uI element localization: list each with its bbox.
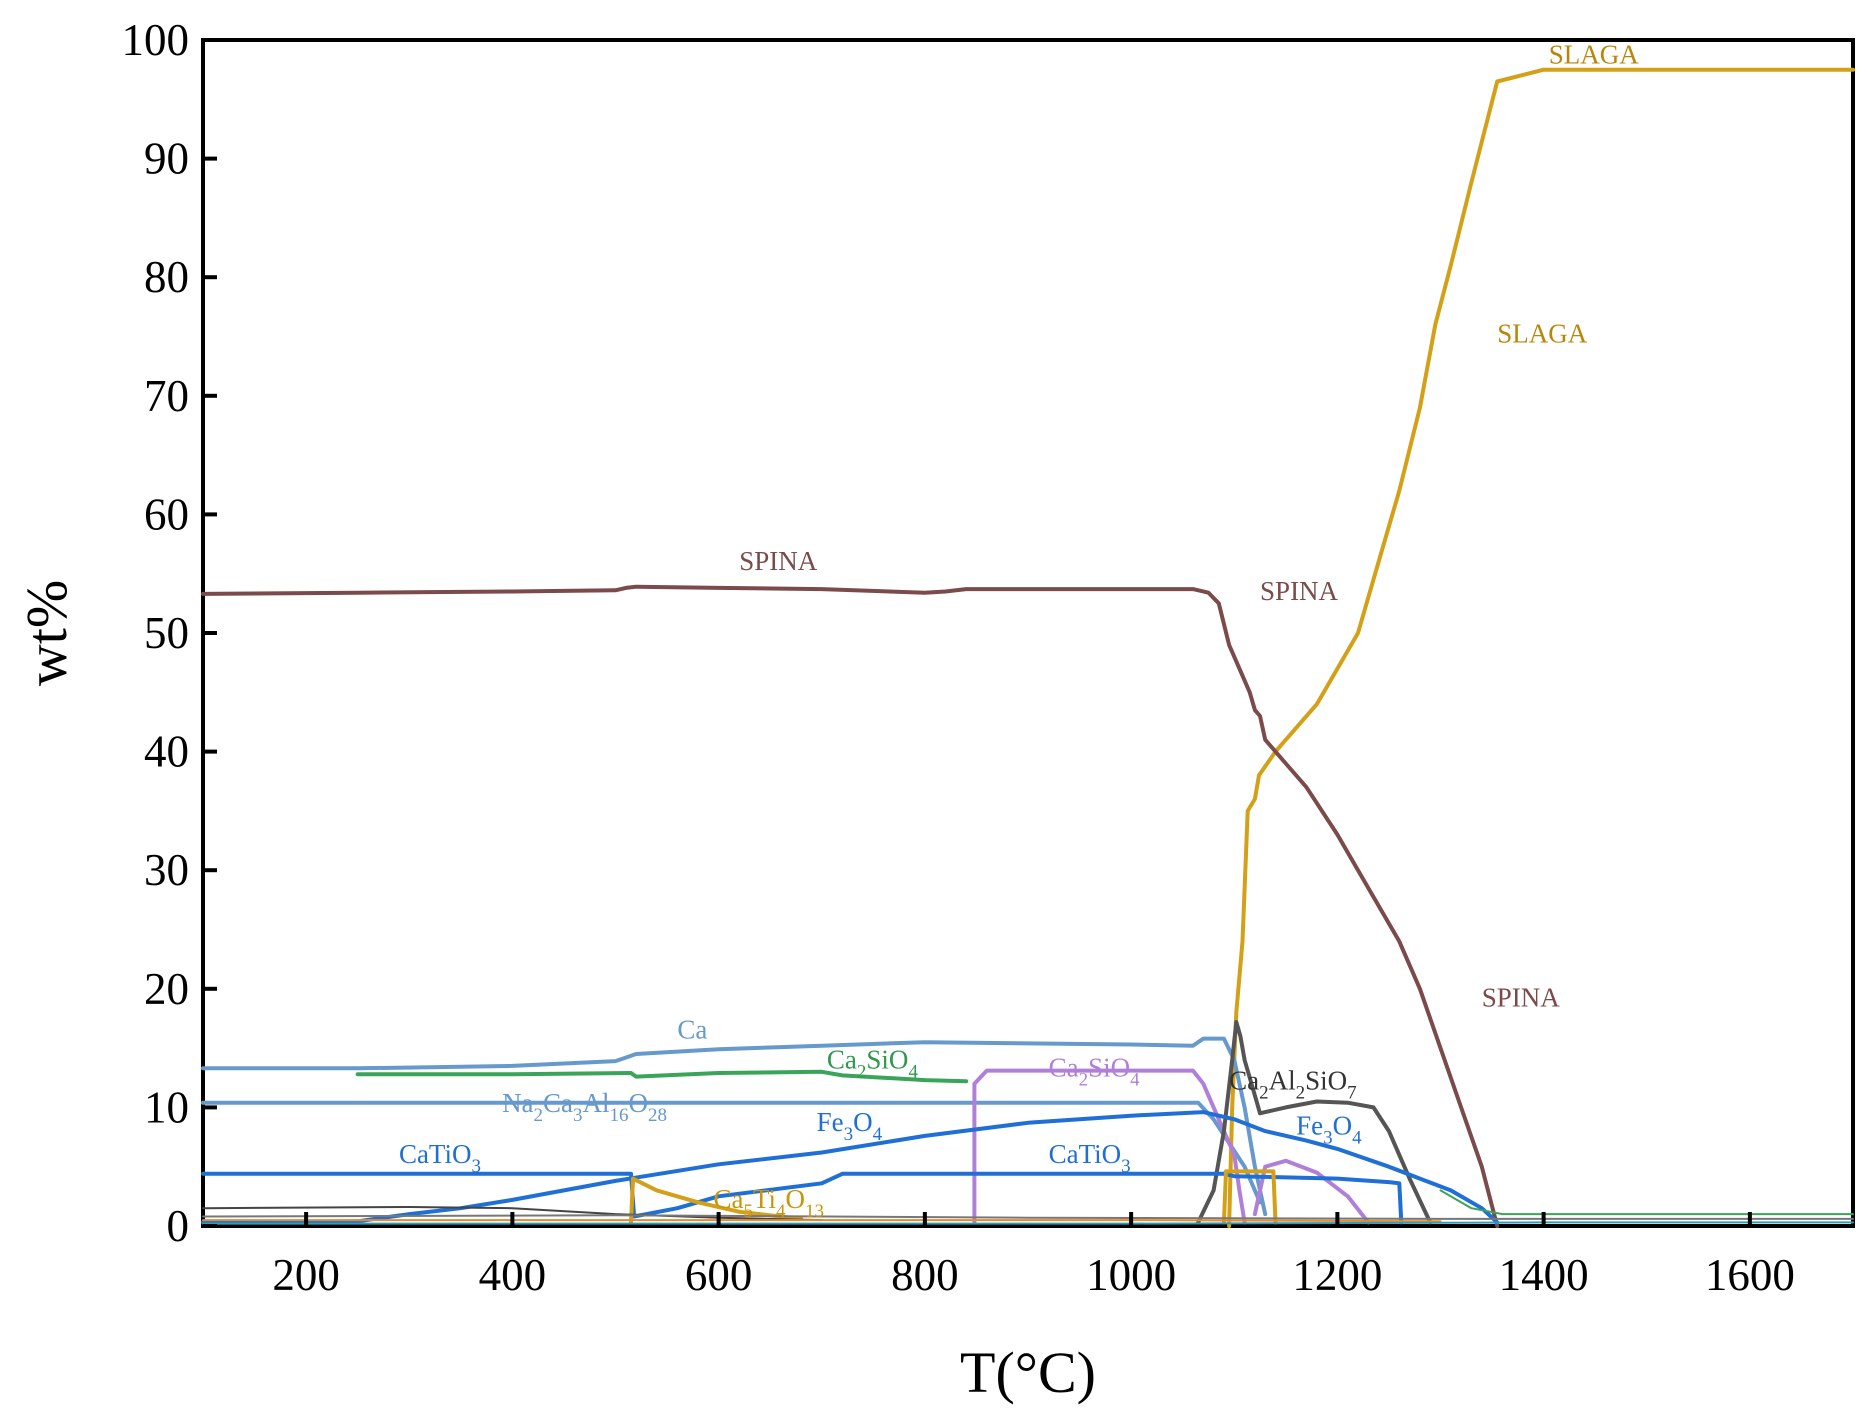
series-ca5ti4o13_high (1221, 1169, 1278, 1225)
annotation-ca2fe2o5: Ca (677, 1015, 707, 1045)
y-tick-label: 100 (122, 15, 190, 65)
series-ca2sio4_low (355, 1069, 969, 1084)
x-tick-label: 1600 (1705, 1250, 1795, 1300)
x-tick-label: 800 (891, 1250, 959, 1300)
annotation-spina_low: SPINA (1482, 983, 1561, 1013)
series-ca2sio4_high (972, 1068, 1247, 1225)
annotation-ca2al2sio7: Ca2Al2SiO7 (1229, 1066, 1357, 1104)
series-ca2sio4_high2 (1252, 1158, 1371, 1225)
series-ca2al2sio7 (1196, 1020, 1433, 1225)
y-tick-label: 40 (144, 727, 189, 777)
x-axis: 200 400 600 800 1000 1200 1400 1600 (272, 1212, 1795, 1300)
annotation-ca2sio4_low: Ca2SiO4 (827, 1044, 919, 1082)
x-tick-label: 1000 (1086, 1250, 1176, 1300)
y-tick-label: 10 (144, 1082, 189, 1132)
y-axis-title: wt% (14, 580, 79, 686)
y-tick-label: 30 (144, 845, 189, 895)
x-tick-label: 200 (272, 1250, 340, 1300)
annotation-slaga_mid: SLAGA (1497, 318, 1588, 348)
series-minor_green (1439, 1189, 1854, 1216)
annotation-fe3o4_right: Fe3O4 (1296, 1111, 1362, 1149)
y-tick-label: 20 (144, 964, 189, 1014)
y-tick-label: 0 (167, 1201, 190, 1251)
annotation-fe3o4_left: Fe3O4 (817, 1107, 883, 1145)
x-tick-label: 1200 (1292, 1250, 1382, 1300)
x-tick-label: 1400 (1499, 1250, 1589, 1300)
annotation-spina_left: SPINA (739, 546, 818, 576)
series-na2ca3al16o28 (201, 1100, 1262, 1205)
y-tick-label: 60 (144, 489, 189, 539)
annotations: SLAGA SLAGA SPINA SPINA SPINA Ca Ca2SiO4 Ca2SiO… (399, 40, 1639, 1222)
x-axis-title: T(°C) (960, 1340, 1096, 1405)
series-ca2al2sio7_low (202, 1206, 823, 1222)
annotation-ca2sio4_high: Ca2SiO4 (1049, 1053, 1141, 1091)
y-tick-label: 70 (144, 371, 189, 421)
y-axis: 0 10 20 30 40 50 60 70 80 90 100 (122, 15, 217, 1251)
series-layer (201, 67, 1855, 1228)
annotation-na2ca3al16o28: Na2Ca3Al16O28 (502, 1088, 667, 1126)
annotation-catio3_right: CaTiO3 (1049, 1139, 1131, 1177)
y-tick-label: 50 (144, 608, 189, 658)
annotation-ca5ti4o13: Ca5Ti4O13 (713, 1184, 824, 1222)
plot-frame (201, 38, 1855, 1228)
series-ca2fe2o5 (201, 1036, 1268, 1217)
x-tick-label: 600 (685, 1250, 753, 1300)
series-minor_teal (202, 1221, 1854, 1225)
series-minor_gray (202, 1214, 1854, 1220)
y-tick-label: 90 (144, 134, 189, 184)
series-slag (1227, 67, 1855, 1228)
annotation-spina_mid: SPINA (1260, 576, 1339, 606)
annotation-catio3_left: CaTiO3 (399, 1139, 481, 1177)
series-spinel (201, 584, 1500, 1228)
series-ca5ti4o13 (629, 1176, 804, 1225)
series-fe3o4 (201, 1110, 1500, 1225)
annotation-slaga_top: SLAGA (1549, 40, 1640, 70)
y-tick-label: 80 (144, 252, 189, 302)
x-tick-label: 400 (479, 1250, 547, 1300)
